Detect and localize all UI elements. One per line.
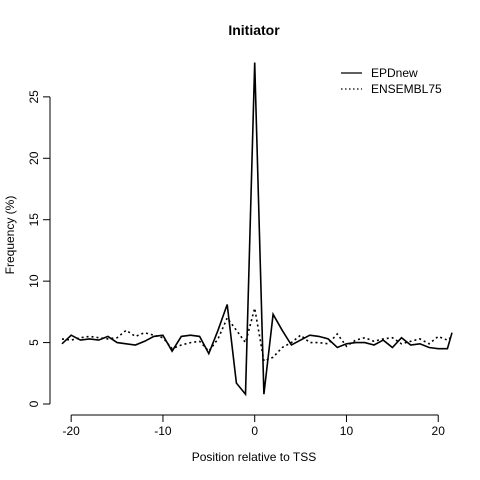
x-tick-label: -20 — [63, 424, 81, 438]
y-tick-label: 20 — [27, 151, 41, 165]
chart-title: Initiator — [228, 22, 280, 38]
x-tick-label: 10 — [340, 424, 354, 438]
y-tick-label: 5 — [27, 339, 41, 346]
legend-label-ensembl75: ENSEMBL75 — [371, 82, 442, 96]
series-line-ensembl75 — [61, 307, 453, 363]
legend-label-epdnew: EPDnew — [371, 66, 418, 80]
y-tick-label: 0 — [27, 400, 41, 407]
x-axis-label: Position relative to TSS — [192, 450, 317, 464]
x-tick-label: 0 — [251, 424, 258, 438]
y-tick-label: 15 — [27, 213, 41, 227]
x-axis: -20 -10 0 10 20 — [63, 414, 446, 438]
y-tick-label: 10 — [27, 274, 41, 288]
x-tick-label: -10 — [154, 424, 172, 438]
series-line-epdnew — [61, 62, 453, 397]
x-tick-label: 20 — [432, 424, 446, 438]
y-tick-label: 25 — [27, 90, 41, 104]
series-layer — [61, 62, 453, 397]
legend: EPDnew ENSEMBL75 — [341, 66, 442, 96]
y-axis: 0 5 10 15 20 25 — [27, 90, 51, 407]
y-axis-label: Frequency (%) — [3, 196, 17, 275]
